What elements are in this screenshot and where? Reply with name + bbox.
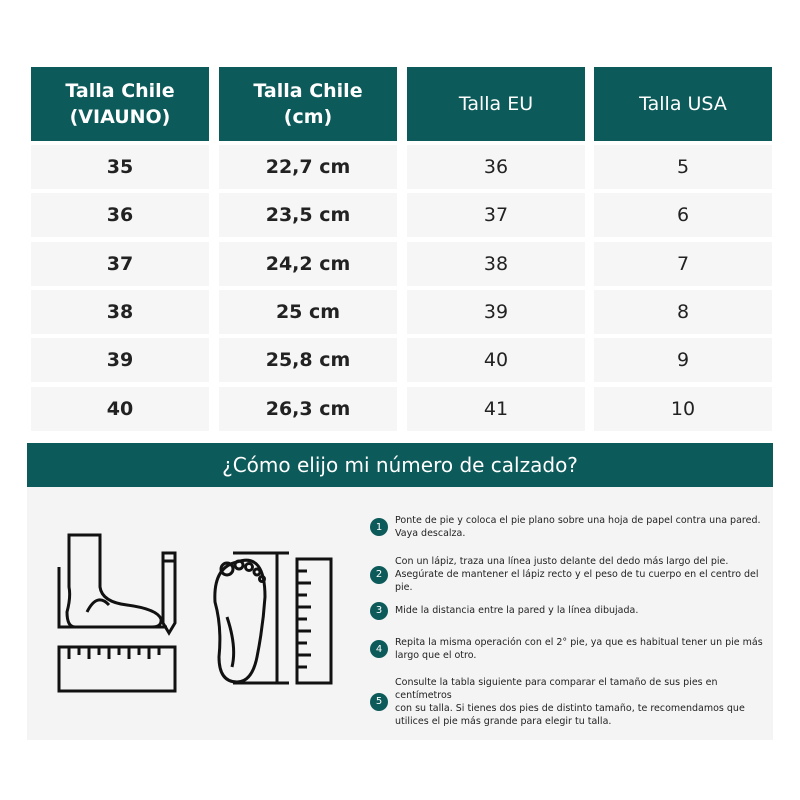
step-text: Mide la distancia entre la pared y la lí… bbox=[395, 605, 639, 616]
table-cell: 40 bbox=[407, 338, 585, 382]
table-cell: 10 bbox=[594, 387, 772, 431]
step-number-badge: 4 bbox=[370, 640, 388, 658]
step-text: Con un lápiz, traza una línea justo dela… bbox=[395, 556, 729, 567]
instruction-step: 2 Con un lápiz, traza una línea justo del… bbox=[370, 555, 770, 594]
column-header: Talla EU bbox=[407, 67, 585, 141]
header-line: (VIAUNO) bbox=[69, 106, 171, 128]
table-cell: 25,8 cm bbox=[219, 338, 397, 382]
table-cell: 5 bbox=[594, 145, 772, 189]
header-line: Talla Chile bbox=[253, 80, 363, 102]
table-cell: 37 bbox=[407, 193, 585, 237]
column-header: Talla Chile (cm) bbox=[219, 67, 397, 141]
guide-panel: 1 Ponte de pie y coloca el pie plano sobr… bbox=[27, 487, 773, 740]
header-line: (cm) bbox=[283, 106, 333, 128]
table-cell: 39 bbox=[407, 290, 585, 334]
step-number-badge: 5 bbox=[370, 692, 388, 711]
column-header: Talla USA bbox=[594, 67, 772, 141]
table-cell: 25 cm bbox=[219, 290, 397, 334]
table-cell: 36 bbox=[407, 145, 585, 189]
header-line: Talla EU bbox=[458, 93, 534, 115]
footprint-icon bbox=[213, 558, 267, 684]
instruction-step: 3 Mide la distancia entre la pared y la l… bbox=[370, 601, 770, 620]
table-cell: 7 bbox=[594, 242, 772, 286]
table-cell: 41 bbox=[407, 387, 585, 431]
guide-title: ¿Cómo elijo mi número de calzado? bbox=[27, 443, 773, 487]
table-cell: 24,2 cm bbox=[219, 242, 397, 286]
header-line: Talla USA bbox=[639, 93, 727, 115]
ruler-icon bbox=[57, 645, 177, 693]
table-cell: 40 bbox=[31, 387, 209, 431]
table-cell: 9 bbox=[594, 338, 772, 382]
foot-side-icon bbox=[57, 533, 167, 629]
height-ruler-icon bbox=[233, 551, 333, 685]
table-cell: 35 bbox=[31, 145, 209, 189]
step-text: Vaya descalza. bbox=[395, 528, 466, 539]
table-cell: 38 bbox=[31, 290, 209, 334]
step-text: Asegúrate de mantener el lápiz recto y e… bbox=[395, 569, 759, 593]
instruction-step: 5 Consulte la tabla siguiente para compar… bbox=[370, 676, 770, 728]
foot-measure-illustration bbox=[57, 533, 333, 693]
table-cell: 6 bbox=[594, 193, 772, 237]
step-text: largo que el otro. bbox=[395, 650, 477, 661]
pencil-icon bbox=[161, 551, 177, 636]
column-header: Talla Chile (VIAUNO) bbox=[31, 67, 209, 141]
table-cell: 39 bbox=[31, 338, 209, 382]
step-number-badge: 1 bbox=[370, 518, 388, 536]
table-cell: 38 bbox=[407, 242, 585, 286]
table-cell: 22,7 cm bbox=[219, 145, 397, 189]
step-number-badge: 2 bbox=[370, 565, 388, 584]
table-cell: 36 bbox=[31, 193, 209, 237]
table-cell: 26,3 cm bbox=[219, 387, 397, 431]
instruction-step: 4 Repita la misma operación con el 2° pie… bbox=[370, 636, 770, 662]
step-number-badge: 3 bbox=[370, 601, 388, 620]
table-cell: 8 bbox=[594, 290, 772, 334]
table-cell: 37 bbox=[31, 242, 209, 286]
step-text: con su talla. Si tienes dos pies de dist… bbox=[395, 702, 745, 714]
step-text: Consulte la tabla siguiente para compara… bbox=[395, 676, 718, 701]
step-text: utilices el pie más grande para elegir t… bbox=[395, 715, 612, 727]
step-text: Ponte de pie y coloca el pie plano sobre… bbox=[395, 515, 761, 526]
step-text: Repita la misma operación con el 2° pie,… bbox=[395, 637, 763, 648]
table-cell: 23,5 cm bbox=[219, 193, 397, 237]
header-line: Talla Chile bbox=[65, 80, 175, 102]
instruction-step: 1 Ponte de pie y coloca el pie plano sobr… bbox=[370, 514, 770, 540]
